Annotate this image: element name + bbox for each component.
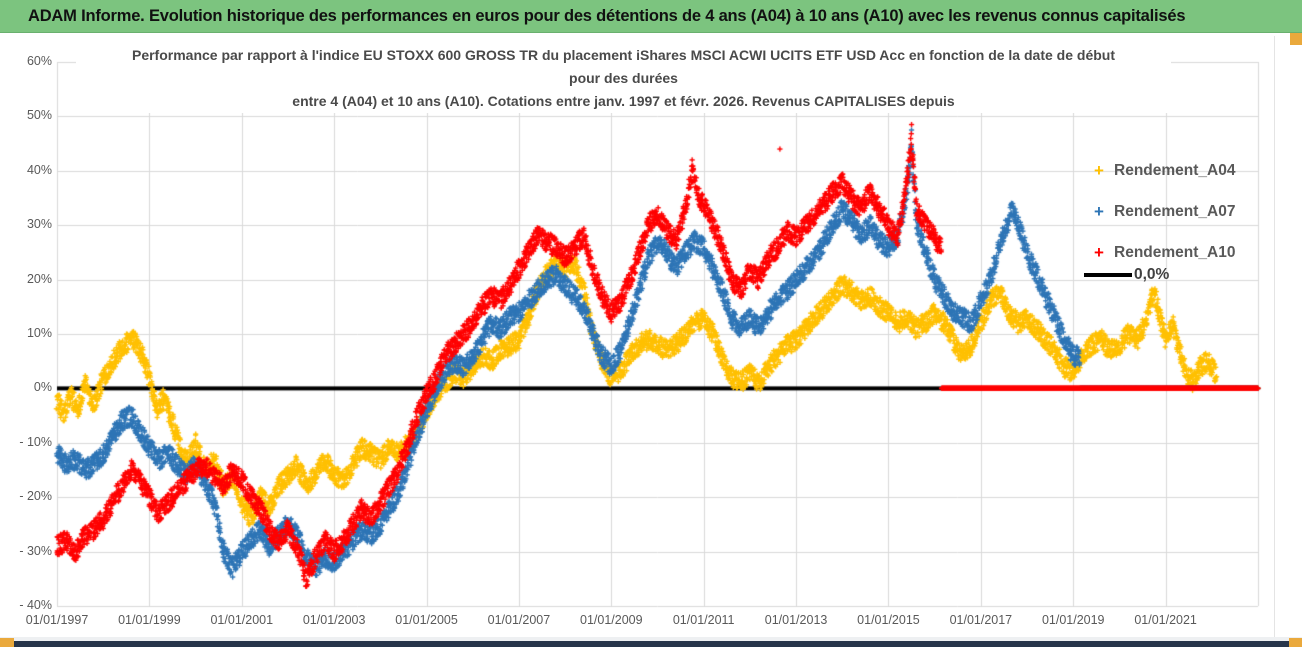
x-tick-label: 01/01/2013 — [764, 613, 828, 627]
legend-item-rendement-a07[interactable]: + Rendement_A07 — [1084, 201, 1235, 223]
x-tick-label: 01/01/2011 — [672, 613, 735, 627]
legend-label: 0,0% — [1134, 266, 1170, 283]
chart-title-line2: pour des durées — [569, 70, 678, 86]
chart-title-line3: entre 4 (A04) et 10 ans (A10). Cotations… — [292, 93, 955, 109]
x-tick-label: 01/01/2001 — [210, 613, 274, 627]
bottom-bar — [0, 641, 1302, 647]
legend-item-zero-line[interactable]: 0,0% — [1084, 264, 1169, 286]
plus-marker-icon: + — [1094, 243, 1104, 262]
y-tick-label: 30% — [26, 217, 52, 232]
x-tick-label: 01/01/2005 — [395, 613, 458, 627]
y-tick-label: 20% — [26, 271, 52, 286]
legend-label: Rendement_A10 — [1114, 244, 1236, 261]
y-tick-label: 10% — [26, 326, 52, 340]
y-tick-label: - 40% — [19, 598, 52, 612]
x-tick-label: 01/01/1997 — [25, 613, 89, 627]
y-tick-label: - 20% — [19, 489, 52, 504]
x-tick-label: 01/01/1999 — [118, 613, 181, 627]
x-tick-label: 01/01/2017 — [949, 613, 1013, 627]
y-tick-label: 50% — [26, 108, 52, 123]
legend-label: Rendement_A07 — [1114, 203, 1236, 220]
x-tick-label: 01/01/2015 — [857, 613, 920, 627]
plus-marker-icon: + — [1094, 161, 1104, 180]
plus-marker-icon: + — [1094, 202, 1104, 221]
x-tick-label: 01/01/2003 — [302, 613, 366, 627]
legend-item-rendement-a04[interactable]: + Rendement_A04 — [1084, 160, 1235, 182]
x-tick-label: 01/01/2007 — [487, 613, 551, 627]
y-tick-label: 60% — [26, 54, 52, 68]
legend-item-rendement-a10[interactable]: + Rendement_A10 — [1084, 242, 1235, 264]
chart-title-line1: Performance par rapport à l'indice EU ST… — [131, 47, 1115, 63]
x-tick-label: 01/01/2021 — [1134, 613, 1197, 627]
scroll-accent-right — [1289, 638, 1302, 647]
scroll-accent-left — [0, 638, 14, 647]
legend-label: Rendement_A04 — [1114, 162, 1236, 179]
x-tick-label: 01/01/2009 — [580, 613, 643, 627]
y-tick-label: 40% — [26, 162, 52, 177]
x-tick-label: 01/01/2019 — [1041, 613, 1105, 627]
chart-title: Performance par rapport à l'indice EU ST… — [76, 44, 1171, 113]
y-tick-label: 0% — [33, 380, 52, 395]
bottom-strip — [0, 637, 1302, 641]
y-tick-label: - 10% — [19, 434, 52, 449]
zero-line-swatch — [1084, 273, 1132, 277]
y-tick-label: - 30% — [19, 543, 52, 558]
corner-accent-top-right — [1290, 33, 1302, 45]
